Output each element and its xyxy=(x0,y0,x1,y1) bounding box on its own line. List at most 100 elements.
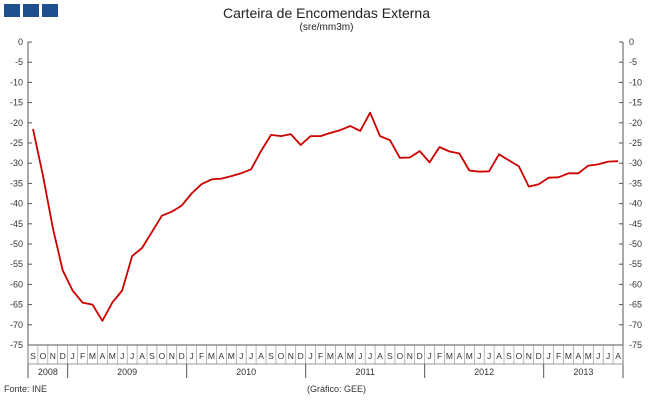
y-tick-label-right: -40 xyxy=(629,199,642,209)
y-tick-label-left: -20 xyxy=(10,118,23,128)
year-label: 2010 xyxy=(236,367,256,377)
month-label: S xyxy=(149,351,155,361)
year-label: 2012 xyxy=(474,367,494,377)
y-tick-label-left: -35 xyxy=(10,178,23,188)
y-tick-label-right: -5 xyxy=(629,57,637,67)
month-label: J xyxy=(309,351,313,361)
month-label: D xyxy=(60,351,66,361)
month-label: A xyxy=(576,351,582,361)
month-label: F xyxy=(80,351,85,361)
month-label: N xyxy=(50,351,56,361)
month-label: J xyxy=(477,351,481,361)
month-label: M xyxy=(327,351,334,361)
month-label: A xyxy=(338,351,344,361)
month-label: J xyxy=(428,351,432,361)
chart-subtitle: (sre/mm3m) xyxy=(299,22,354,33)
month-label: M xyxy=(89,351,96,361)
month-label: D xyxy=(417,351,423,361)
month-label: J xyxy=(606,351,610,361)
year-label: 2008 xyxy=(38,367,58,377)
month-label: D xyxy=(536,351,542,361)
year-label: 2011 xyxy=(355,367,374,377)
y-tick-label-left: -50 xyxy=(10,239,23,249)
month-label: J xyxy=(130,351,134,361)
year-label: 2009 xyxy=(117,367,137,377)
y-tick-label-left: -25 xyxy=(10,138,23,148)
y-tick-label-right: -65 xyxy=(629,300,642,310)
month-label: A xyxy=(219,351,225,361)
month-label: J xyxy=(249,351,253,361)
y-tick-label-right: -30 xyxy=(629,158,642,168)
logo-square-icon xyxy=(42,4,58,17)
month-label: S xyxy=(30,351,36,361)
month-label: M xyxy=(446,351,453,361)
month-label: M xyxy=(208,351,215,361)
y-tick-label-right: -15 xyxy=(629,98,642,108)
chart-title: Carteira de Encomendas Externa xyxy=(223,5,430,21)
month-label: A xyxy=(258,351,264,361)
month-label: O xyxy=(40,351,47,361)
y-tick-label-left: -65 xyxy=(10,300,23,310)
chart-credit: (Gráfico: GEE) xyxy=(307,384,367,394)
month-label: O xyxy=(516,351,523,361)
y-tick-label-left: -15 xyxy=(10,98,23,108)
y-tick-label-left: -60 xyxy=(10,279,23,289)
month-label: M xyxy=(347,351,354,361)
y-tick-label-left: -45 xyxy=(10,219,23,229)
month-label: N xyxy=(169,351,175,361)
month-label: F xyxy=(556,351,561,361)
month-label: J xyxy=(71,351,75,361)
month-label: S xyxy=(387,351,393,361)
month-label: M xyxy=(109,351,116,361)
y-tick-label-right: -50 xyxy=(629,239,642,249)
month-label: N xyxy=(526,351,532,361)
month-label: F xyxy=(318,351,323,361)
month-label: J xyxy=(358,351,362,361)
y-tick-label-right: 0 xyxy=(629,37,634,47)
month-label: A xyxy=(457,351,463,361)
y-tick-label-right: -55 xyxy=(629,259,642,269)
y-tick-label-left: -30 xyxy=(10,158,23,168)
y-tick-label-left: -75 xyxy=(10,340,23,350)
y-tick-label-left: -10 xyxy=(10,77,23,87)
month-label: A xyxy=(377,351,383,361)
month-label: J xyxy=(239,351,243,361)
y-tick-label-right: -60 xyxy=(629,279,642,289)
month-label: A xyxy=(496,351,502,361)
logo-square-icon xyxy=(4,4,20,17)
y-tick-label-right: -70 xyxy=(629,320,642,330)
y-tick-label-left: -55 xyxy=(10,259,23,269)
month-label: M xyxy=(565,351,572,361)
month-label: S xyxy=(268,351,274,361)
month-label: O xyxy=(397,351,404,361)
month-label: A xyxy=(615,351,621,361)
y-tick-label-left: -70 xyxy=(10,320,23,330)
month-label: J xyxy=(547,351,551,361)
y-tick-label-left: -5 xyxy=(15,57,23,67)
y-tick-label-right: -75 xyxy=(629,340,642,350)
month-label: J xyxy=(596,351,600,361)
month-label: A xyxy=(100,351,106,361)
month-label: S xyxy=(506,351,512,361)
month-label: J xyxy=(190,351,194,361)
y-tick-label-right: -25 xyxy=(629,138,642,148)
month-label: J xyxy=(368,351,372,361)
month-label: F xyxy=(199,351,204,361)
y-tick-label-left: 0 xyxy=(18,37,23,47)
month-label: M xyxy=(466,351,473,361)
series-line xyxy=(32,111,619,322)
source-note: Fonte: INE xyxy=(4,384,48,394)
month-label: O xyxy=(278,351,285,361)
month-label: F xyxy=(437,351,442,361)
y-tick-label-right: -20 xyxy=(629,118,642,128)
month-label: N xyxy=(407,351,413,361)
y-tick-label-right: -35 xyxy=(629,178,642,188)
y-tick-label-right: -45 xyxy=(629,219,642,229)
y-tick-label-right: -10 xyxy=(629,77,642,87)
logo-square-icon xyxy=(23,4,39,17)
month-label: A xyxy=(139,351,145,361)
brand-logo xyxy=(4,4,58,17)
month-label: J xyxy=(120,351,124,361)
month-label: O xyxy=(159,351,166,361)
